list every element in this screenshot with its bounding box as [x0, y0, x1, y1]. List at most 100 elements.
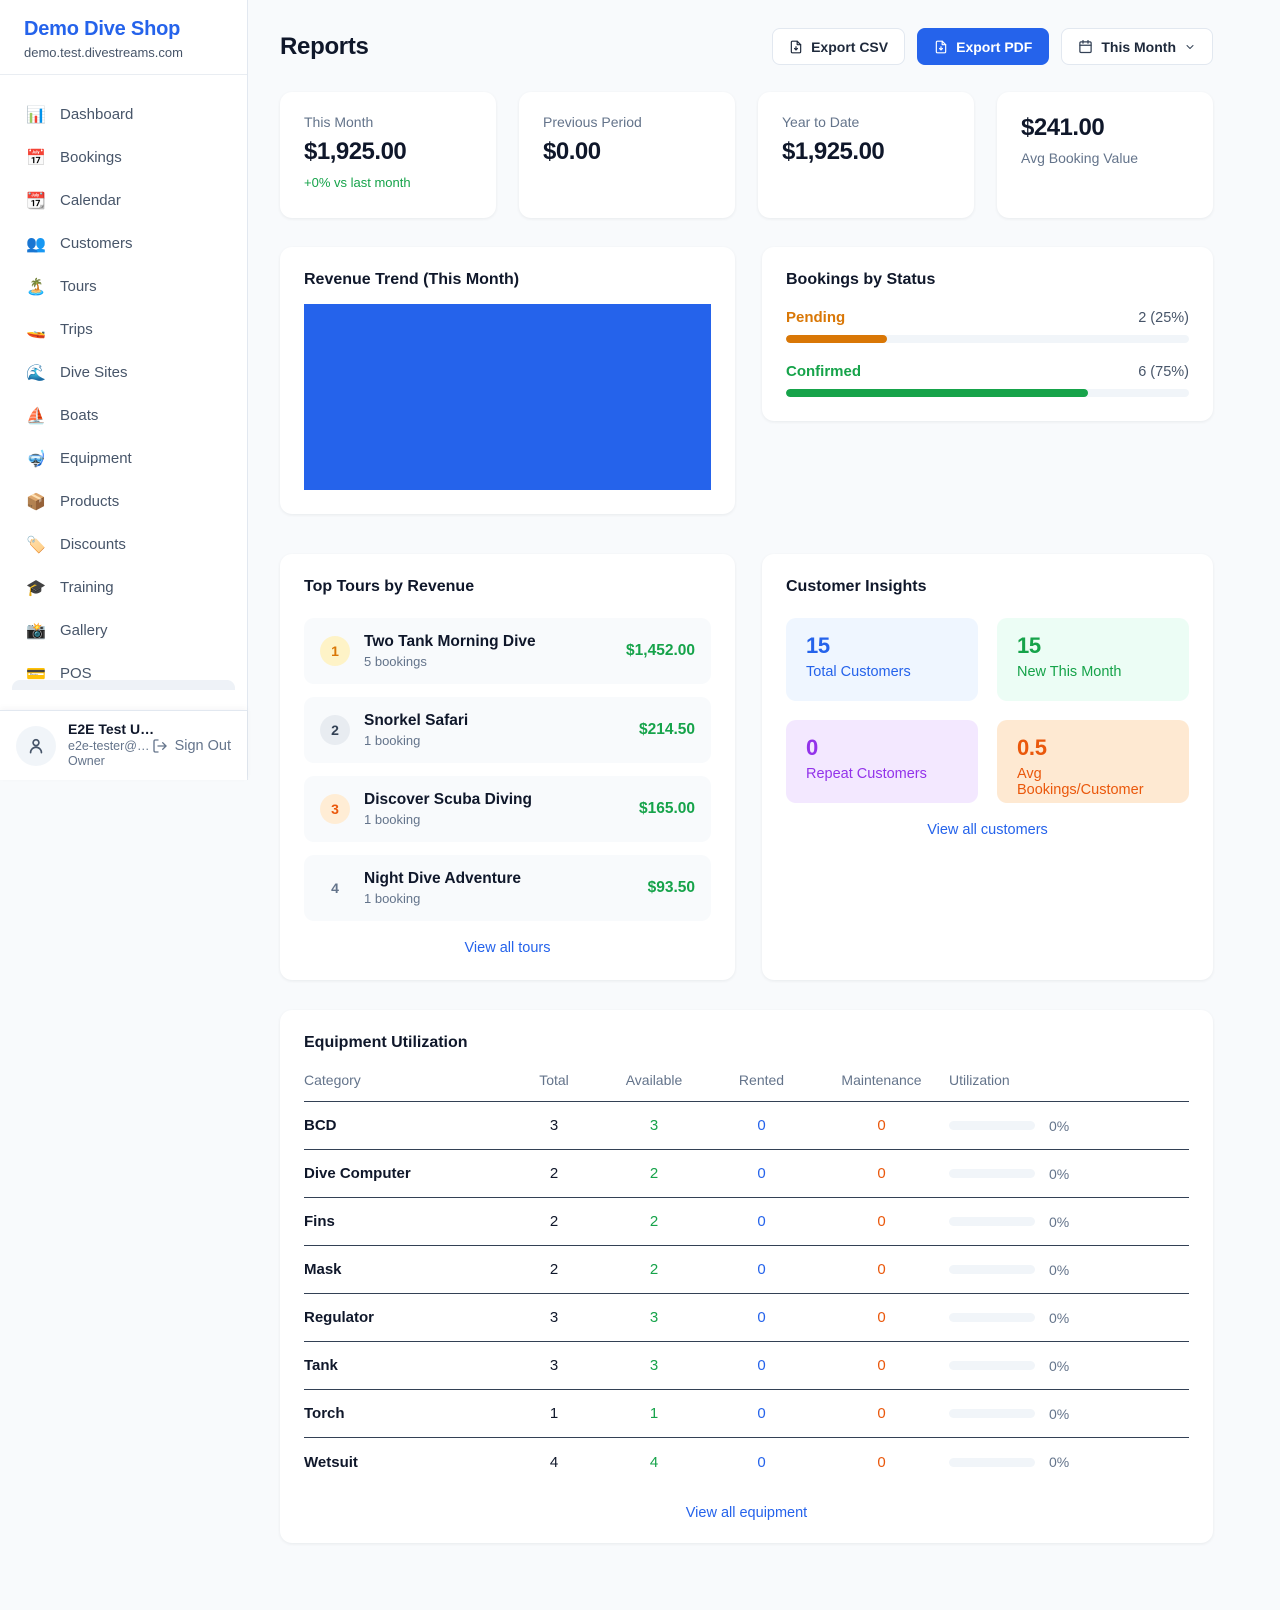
equip-maintenance: 0	[877, 1165, 886, 1182]
utilization-bar	[949, 1265, 1035, 1274]
gallery-icon: 📸	[26, 622, 46, 640]
tour-bookings: 5 bookings	[364, 654, 427, 669]
sidebar-item-products[interactable]: 📦 Products	[12, 480, 235, 523]
equip-total: 3	[549, 1309, 559, 1326]
sidebar-item-label: Gallery	[60, 622, 108, 639]
tour-name: Discover Scuba Diving	[364, 791, 532, 808]
tour-row: 3 Discover Scuba Diving 1 booking $165.00	[304, 776, 711, 842]
tour-list: 1 Two Tank Morning Dive 5 bookings $1,452…	[304, 618, 711, 921]
view-all-tours-link[interactable]: View all tours	[464, 940, 551, 956]
insights-row: Top Tours by Revenue 1 Two Tank Morning …	[280, 554, 1213, 980]
equip-total: 3	[549, 1117, 559, 1134]
status-bar-track	[786, 335, 1189, 343]
equip-total: 3	[549, 1357, 559, 1374]
sidebar-item-discounts[interactable]: 🏷️ Discounts	[12, 523, 235, 566]
tour-name: Snorkel Safari	[364, 712, 469, 729]
sidebar-item-equipment[interactable]: 🤿 Equipment	[12, 437, 235, 480]
tours-icon: 🏝️	[26, 278, 46, 296]
status-value: 6 (75%)	[1138, 364, 1189, 380]
sidebar-item-calendar[interactable]: 📆 Calendar	[12, 179, 235, 222]
sidebar-item-reports-partial[interactable]	[12, 680, 235, 690]
status-bar-track	[786, 389, 1189, 397]
equip-available: 2	[649, 1213, 659, 1230]
sidebar-item-boats[interactable]: ⛵ Boats	[12, 394, 235, 437]
equip-maintenance: 0	[877, 1453, 886, 1471]
utilization-bar	[949, 1409, 1035, 1418]
equip-rented: 0	[757, 1405, 766, 1422]
insight-grid: 15 Total Customers 15 New This Month 0 R…	[786, 618, 1189, 803]
sidebar-item-dive-sites[interactable]: 🌊 Dive Sites	[12, 351, 235, 394]
stat-card-this-month: This Month $1,925.00 +0% vs last month	[280, 92, 496, 218]
period-dropdown[interactable]: This Month	[1061, 28, 1213, 65]
equip-maintenance: 0	[877, 1261, 886, 1278]
sidebar-item-training[interactable]: 🎓 Training	[12, 566, 235, 609]
stat-label: This Month	[304, 114, 374, 130]
export-csv-button[interactable]: Export CSV	[772, 28, 906, 65]
stat-card-avg-booking-value: $241.00 Avg Booking Value	[997, 92, 1213, 218]
sidebar-item-dashboard[interactable]: 📊 Dashboard	[12, 93, 235, 136]
sidebar-item-bookings[interactable]: 📅 Bookings	[12, 136, 235, 179]
utilization-pct: 0%	[1049, 1309, 1070, 1326]
stat-card-previous-period: Previous Period $0.00	[519, 92, 735, 218]
charts-row: Revenue Trend (This Month) Bookings by S…	[280, 247, 1213, 514]
file-download-icon	[935, 40, 947, 53]
stat-delta: +0% vs last month	[304, 175, 411, 190]
user-email: e2e-tester@…	[68, 738, 150, 753]
brand: Demo Dive Shop demo.test.divestreams.com	[0, 0, 247, 75]
insight-tile-new-this-month: 15 New This Month	[997, 618, 1189, 701]
dashboard-icon: 📊	[26, 106, 46, 124]
trips-icon: 🚤	[26, 321, 46, 339]
view-all-customers-link[interactable]: View all customers	[927, 822, 1048, 838]
utilization-pct: 0%	[1049, 1454, 1070, 1470]
bookings-by-status-title: Bookings by Status	[786, 271, 936, 288]
table-row: Torch 1 1 0 0 0%	[304, 1390, 1189, 1438]
equip-rented: 0	[757, 1453, 766, 1471]
tour-row: 1 Two Tank Morning Dive 5 bookings $1,452…	[304, 618, 711, 684]
customer-insights-title: Customer Insights	[786, 578, 927, 595]
view-all-equipment-link[interactable]: View all equipment	[685, 1505, 808, 1521]
status-bar-fill	[786, 389, 1089, 397]
sidebar-item-trips[interactable]: 🚤 Trips	[12, 308, 235, 351]
equip-total: 2	[549, 1165, 559, 1182]
insight-label: Avg Bookings/Customer	[1017, 766, 1144, 798]
file-download-icon	[790, 40, 802, 53]
sidebar-item-label: Bookings	[60, 149, 122, 166]
sidebar-item-label: Customers	[60, 235, 133, 252]
export-pdf-button[interactable]: Export PDF	[917, 28, 1050, 65]
utilization-bar	[949, 1121, 1035, 1130]
chevron-down-icon	[1186, 44, 1194, 49]
equip-rented: 0	[757, 1213, 766, 1230]
person-icon	[29, 738, 43, 753]
equip-maintenance: 0	[877, 1405, 886, 1422]
insight-tile-avg-bookings: 0.5 Avg Bookings/Customer	[997, 720, 1189, 803]
equip-total: 2	[549, 1213, 559, 1230]
insight-label: Repeat Customers	[806, 766, 927, 782]
equip-total: 2	[549, 1261, 559, 1278]
utilization-bar	[949, 1457, 1035, 1467]
table-row: Regulator 3 3 0 0 0%	[304, 1294, 1189, 1342]
status-bar-fill	[786, 335, 887, 343]
sign-out-button[interactable]: Sign Out	[152, 738, 231, 754]
status-confirmed: Confirmed 6 (75%)	[786, 363, 1189, 397]
sidebar-item-label: Equipment	[60, 450, 132, 467]
dive-sites-icon: 🌊	[26, 364, 46, 382]
bookings-icon: 📅	[26, 149, 46, 167]
stat-value: $241.00	[1021, 114, 1105, 141]
sidebar-item-label: Calendar	[60, 192, 121, 209]
sidebar-item-gallery[interactable]: 📸 Gallery	[12, 609, 235, 652]
tour-amount: $1,452.00	[626, 642, 695, 659]
stat-label: Year to Date	[782, 114, 860, 130]
equip-maintenance: 0	[877, 1117, 886, 1134]
user-panel: E2E Test U… e2e-tester@… Owner Sign Out	[0, 710, 247, 780]
col-utilization: Utilization	[949, 1072, 1010, 1088]
equipment-table: Category Total Available Rented Maintena…	[304, 1072, 1189, 1486]
tour-name: Two Tank Morning Dive	[364, 633, 536, 650]
equip-rented: 0	[757, 1261, 766, 1278]
table-row: BCD 3 3 0 0 0%	[304, 1102, 1189, 1150]
calendar-icon	[1079, 39, 1093, 54]
sidebar-item-customers[interactable]: 👥 Customers	[12, 222, 235, 265]
equipment-utilization-card: Equipment Utilization Category Total Ava…	[280, 1010, 1213, 1543]
sidebar-item-tours[interactable]: 🏝️ Tours	[12, 265, 235, 308]
sidebar-item-pos[interactable]: 💳 POS	[12, 652, 235, 690]
equip-category: Torch	[304, 1405, 345, 1422]
